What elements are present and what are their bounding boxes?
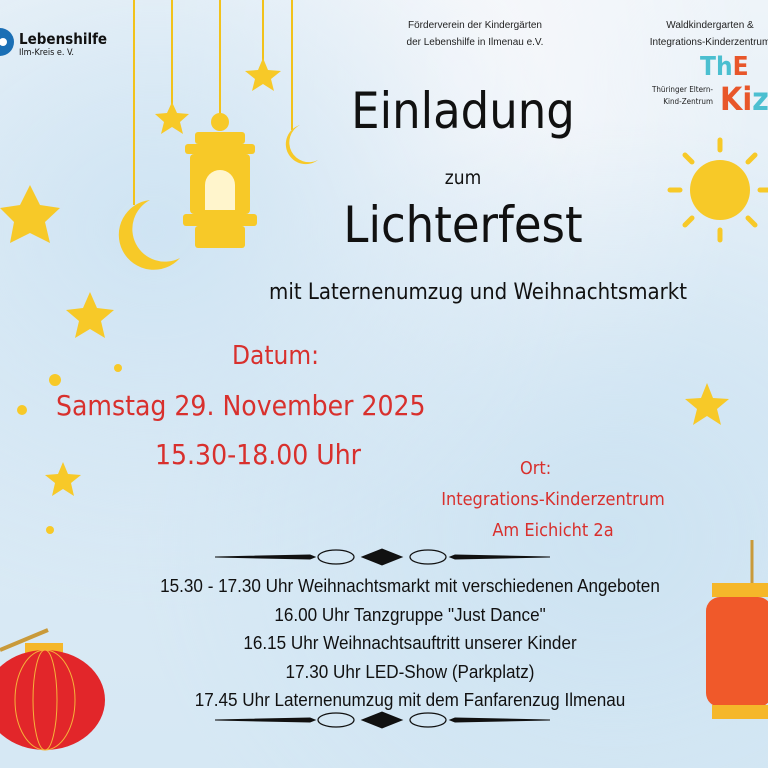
right-org: Waldkindergarten & Integrations-Kinderze… [630, 17, 768, 51]
star-icon [66, 292, 114, 338]
location-name: Integrations-Kinderzentrum [441, 489, 665, 510]
moon-icon [118, 200, 180, 270]
thekiz-logo: ThE Kiz Thüringer Eltern- Kind-Zentrum [645, 52, 768, 122]
schedule-item: 16.15 Uhr Weihnachtsauftritt unserer Kin… [243, 633, 577, 653]
title-einladung: Einladung [351, 82, 575, 140]
star-icon [0, 185, 60, 243]
schedule-item: 17.30 Uhr LED-Show (Parkplatz) [285, 661, 535, 682]
date-label: Datum: [232, 341, 320, 371]
left-org-line: der Lebenshilfe in Ilmenau e.V. [406, 37, 544, 48]
star-icon [245, 58, 281, 91]
orange-lantern-icon [706, 540, 768, 719]
star-icon [155, 102, 189, 134]
left-org-line: Förderverein der Kindergärten [408, 20, 542, 31]
star-icon [45, 462, 81, 496]
thekiz-caption: Thüringer Eltern- [651, 85, 713, 94]
divider-ornament [214, 711, 551, 729]
right-org-line: Waldkindergarten & [666, 20, 754, 31]
left-org: Förderverein der Kindergärten der Lebens… [375, 17, 575, 51]
right-org-line: Integrations-Kinderzentrum [649, 37, 768, 48]
lantern-icon [183, 113, 257, 248]
title-lichterfest: Lichterfest [343, 196, 583, 254]
schedule-item: 17.45 Uhr Laternenumzug mit dem Fanfaren… [194, 690, 626, 710]
schedule-list: 15.30 - 17.30 Uhr Weihnachtsmarkt mit ve… [60, 572, 760, 715]
thekiz-caption: Kind-Zentrum [663, 97, 713, 106]
schedule-item: 15.30 - 17.30 Uhr Weihnachtsmarkt mit ve… [160, 576, 660, 596]
lebenshilfe-sub: Ilm-Kreis e. V. [19, 48, 74, 58]
lebenshilfe-logo-icon [0, 28, 14, 56]
title-zum: zum [444, 167, 482, 189]
schedule-item: 16.00 Uhr Tanzgruppe "Just Dance" [274, 604, 546, 625]
lebenshilfe-name: Lebenshilfe [19, 30, 108, 48]
hanging-strings [133, 0, 293, 205]
star-icon [685, 383, 729, 425]
date-day: Samstag 29. November 2025 [56, 389, 426, 422]
sun-icon [667, 137, 768, 243]
date-time: 15.30-18.00 Uhr [155, 438, 362, 471]
subtitle: mit Laternenumzug und Weihnachtsmarkt [269, 280, 687, 305]
thekiz-letters: ThE [700, 52, 749, 82]
red-lantern-icon [0, 628, 105, 751]
location-address: Am Eichicht 2a [492, 520, 614, 541]
divider-ornament [214, 548, 551, 566]
location-label: Ort: [520, 458, 552, 479]
